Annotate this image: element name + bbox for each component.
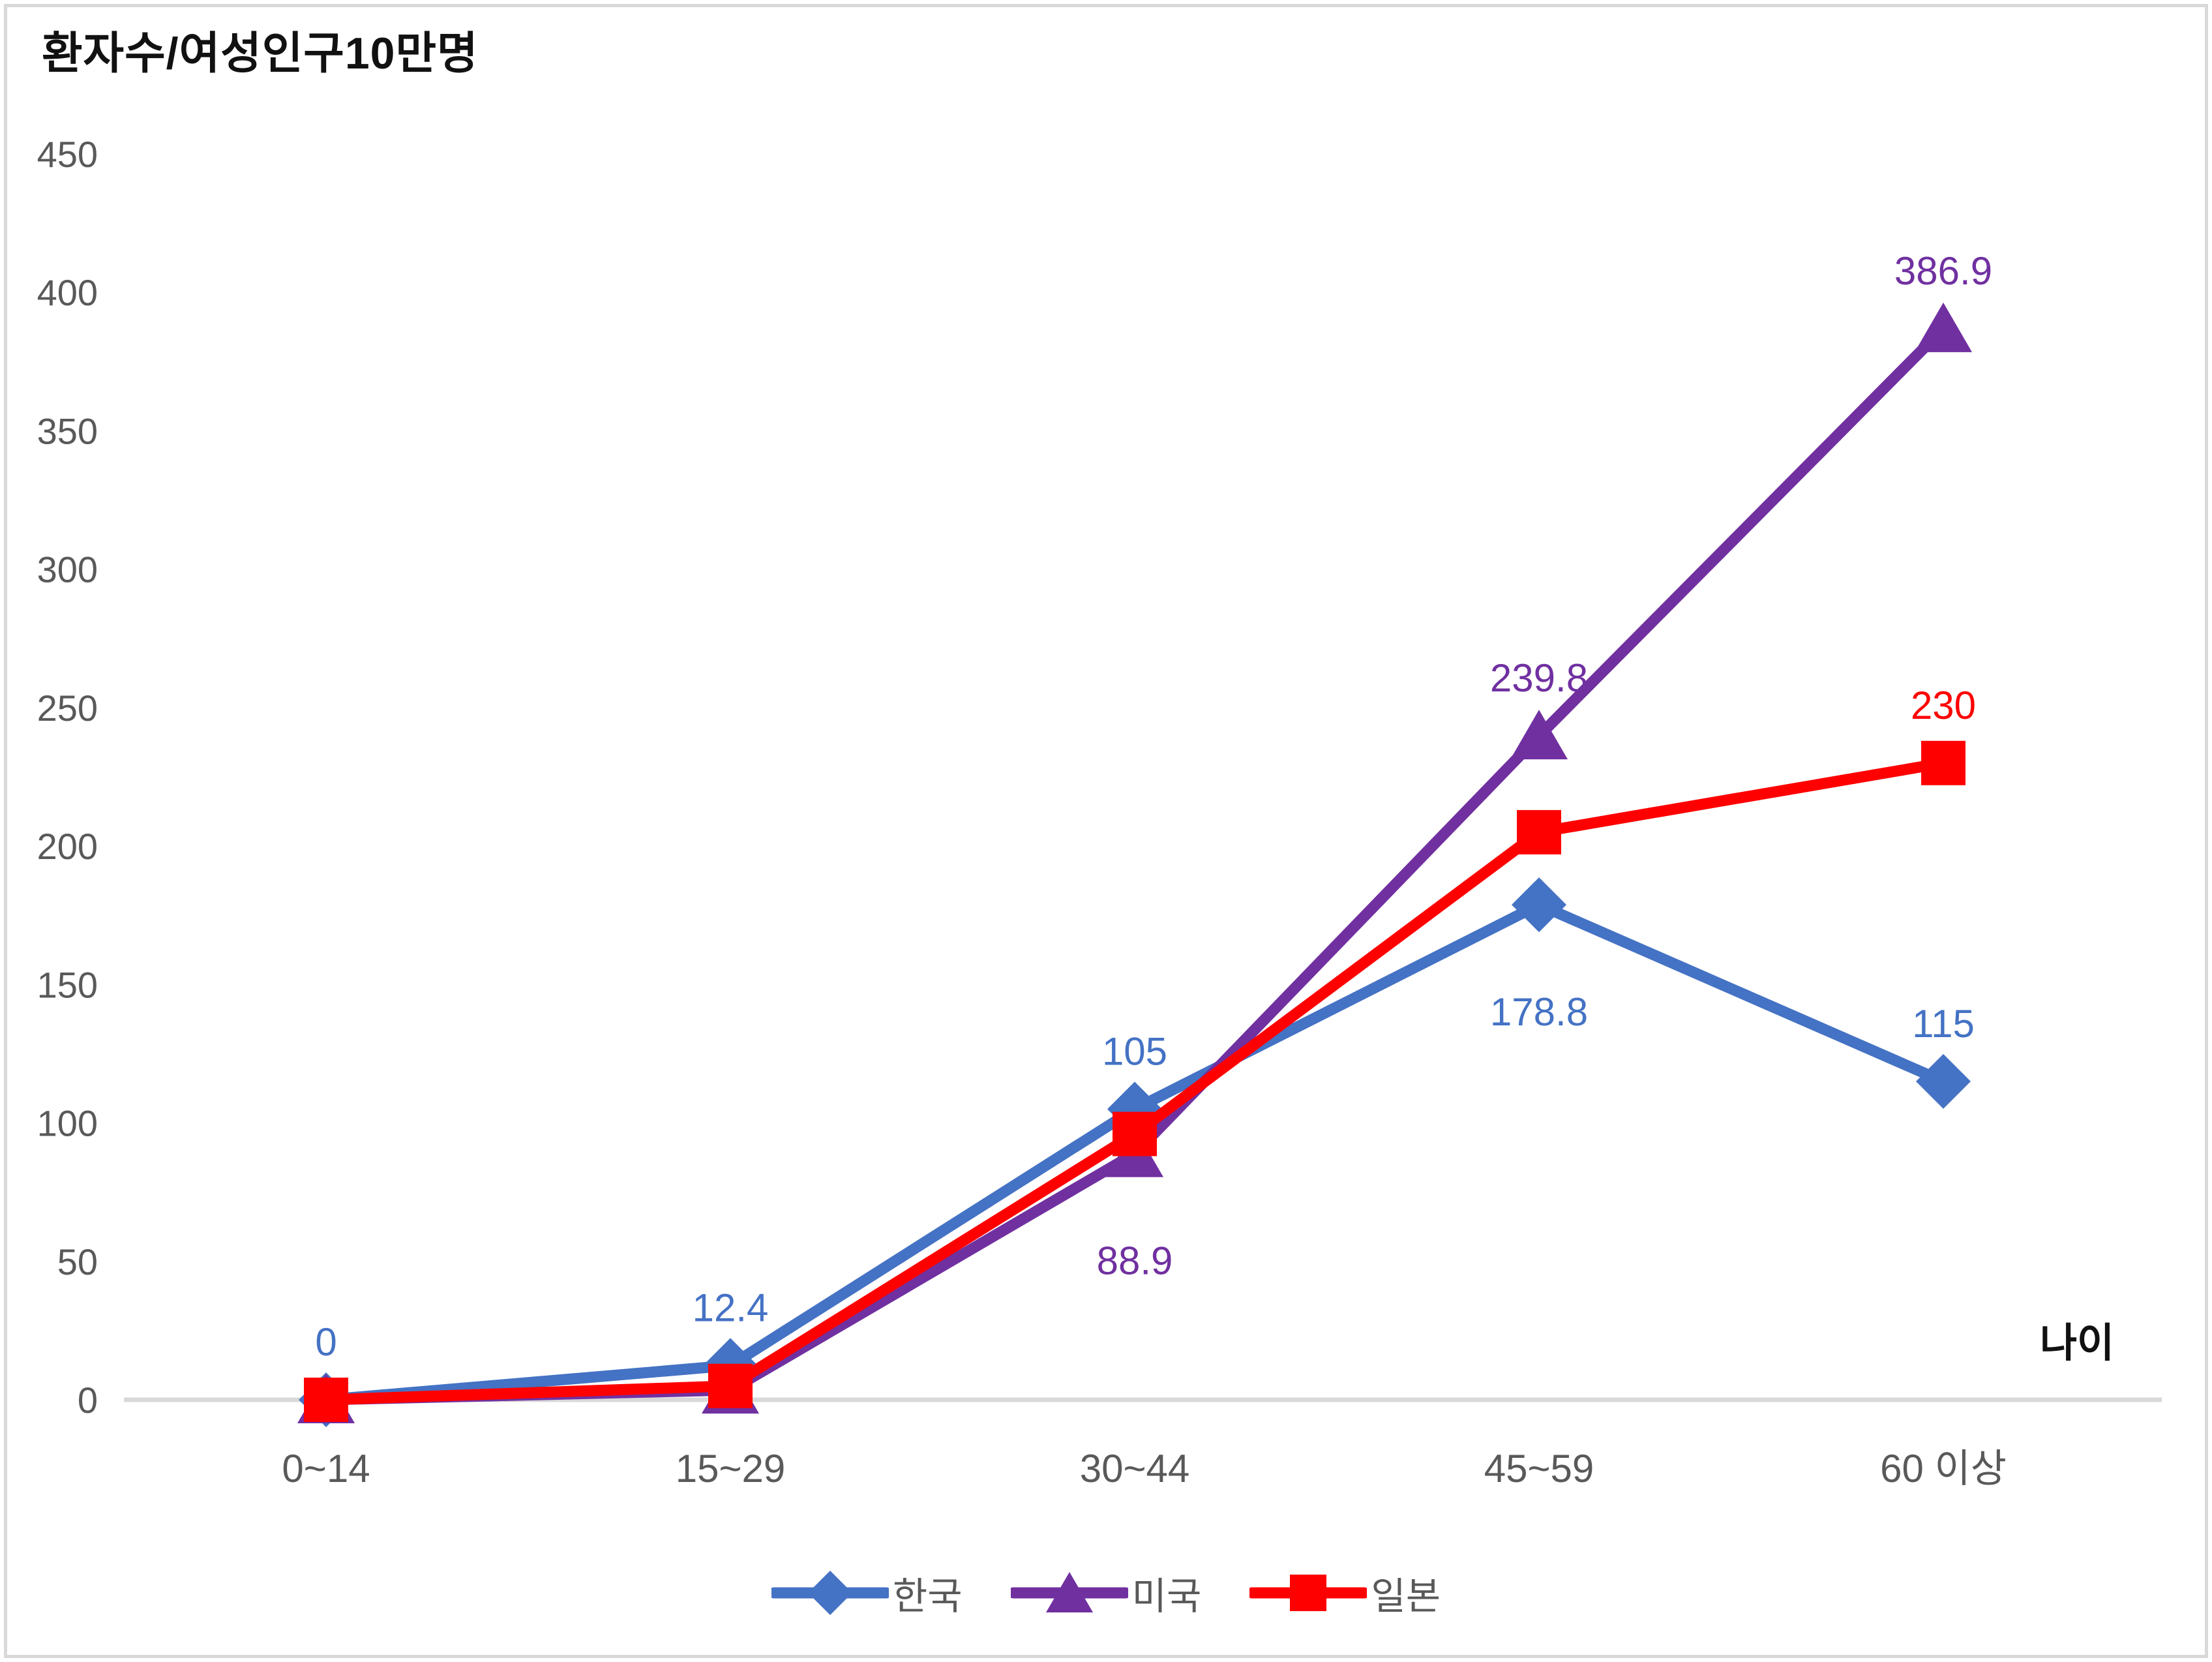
x-category-label-2: 30~44 [1080,1447,1190,1490]
legend-swatch-1 [1010,1572,1128,1612]
legend-swatch-2 [1249,1575,1368,1611]
y-axis-tick-label-5: 250 [37,687,98,729]
x-category-label-3: 45~59 [1484,1447,1594,1490]
series-2-point-1-square-marker [708,1363,753,1408]
legend-item-1: 미국 [1010,1565,1202,1620]
data-label-series-0-pt-1: 12.4 [693,1286,769,1329]
series-0-point-3-diamond-marker [1512,877,1566,933]
series-1-point-3-triangle-marker [1510,710,1568,760]
series-line-2 [320,757,1949,1406]
data-label-series-2-pt-4: 230 [1911,684,1976,727]
y-axis-tick-label-2: 100 [37,1103,98,1144]
data-label-series-1-pt-4: 386.9 [1894,249,1992,293]
legend-diamond-icon [807,1571,852,1615]
data-label-series-0-pt-4: 115 [1912,1002,1975,1046]
series-2-point-4-square-marker [1921,740,1965,785]
legend-item-2: 일본 [1249,1565,1441,1620]
y-axis-tick-label-0: 0 [78,1380,98,1421]
x-category-label-1: 15~29 [676,1447,786,1490]
data-label-series-0-pt-0: 0 [315,1320,336,1364]
series-2-point-0-square-marker [304,1378,348,1422]
legend: 한국 미국 일본 [0,1565,2212,1620]
y-axis-tick-label-7: 350 [37,410,98,451]
legend-triangle-icon [1045,1572,1093,1612]
data-label-series-0-pt-2: 105 [1102,1029,1167,1073]
y-axis-tick-label-4: 200 [37,826,98,867]
y-axis-tick-label-6: 300 [37,549,98,590]
x-category-label-0: 0~14 [282,1447,370,1490]
series-0-point-4-diamond-marker [1916,1053,1971,1109]
series-1-point-4-triangle-marker [1915,302,1972,352]
legend-swatch-0 [771,1571,889,1615]
y-axis-tick-label-9: 450 [37,134,98,175]
legend-label-1: 미국 [1131,1575,1202,1618]
x-category-label-4: 60 이상 [1880,1447,2007,1490]
legend-label-2: 일본 [1371,1575,1441,1618]
legend-square-icon [1290,1575,1327,1611]
chart-frame [4,4,2208,1658]
legend-item-0: 한국 [771,1565,963,1620]
chart-title: 환자수/여성인구10만명 [42,29,479,78]
data-label-series-1-pt-3: 239.8 [1490,656,1588,700]
series-2-point-2-square-marker [1113,1111,1157,1156]
data-label-series-1-pt-2: 88.9 [1097,1239,1173,1283]
data-label-series-0-pt-3: 178.8 [1490,990,1588,1034]
series-2-point-3-square-marker [1517,809,1561,854]
y-axis-tick-label-3: 150 [37,964,98,1005]
y-axis-tick-label-1: 50 [57,1241,98,1282]
x-axis-title: 나이 [2039,1321,2115,1366]
y-axis-tick-label-8: 400 [37,272,98,313]
legend-label-0: 한국 [892,1575,963,1618]
